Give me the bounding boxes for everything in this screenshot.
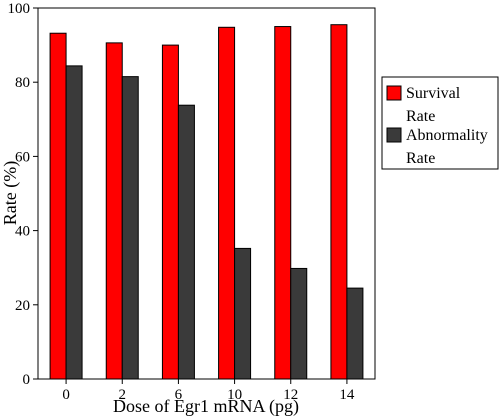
plot-area	[37, 7, 376, 380]
legend-label-survival-line2: Rate	[406, 108, 435, 125]
legend-label-survival-line1: Survival	[406, 85, 461, 102]
x-axis-title: Dose of Egr1 mRNA (pg)	[113, 396, 299, 417]
legend-label-abnormality-line2: Rate	[406, 150, 435, 167]
legend: Survival Rate Abnormality Rate	[381, 76, 499, 170]
bar-survival-0	[49, 32, 67, 380]
y-tick-label: 20	[15, 298, 30, 314]
legend-swatch-abnormality	[386, 127, 402, 143]
y-axis-title: Rate (%)	[0, 161, 21, 225]
x-axis: 0 2 6 10 12 14	[62, 379, 355, 403]
bar-survival-10	[218, 26, 236, 380]
bar-survival-2	[105, 42, 123, 380]
y-tick-label: 40	[15, 224, 30, 240]
y-tick-label: 60	[15, 149, 30, 165]
bar-abnormality-6	[177, 104, 195, 380]
bar-abnormality-2	[121, 76, 139, 380]
legend-swatch-survival	[386, 85, 402, 101]
y-tick-label: 0	[23, 372, 31, 388]
bar-survival-6	[161, 44, 179, 380]
y-tick-label: 80	[15, 75, 30, 91]
bar-abnormality-12	[290, 267, 308, 380]
bar-survival-14	[330, 24, 348, 380]
bars-group	[49, 24, 364, 380]
x-tick-label: 0	[62, 387, 70, 403]
y-axis: 0 20 40 60 80 100	[8, 1, 38, 388]
x-tick-label: 12	[283, 387, 298, 403]
x-tick-label: 10	[227, 387, 242, 403]
legend-label-abnormality-line1: Abnormality	[406, 127, 488, 144]
bar-survival-12	[274, 26, 292, 380]
y-tick-label: 100	[8, 1, 31, 17]
x-tick-label: 14	[339, 387, 355, 403]
x-tick-label: 2	[119, 387, 127, 403]
bar-abnormality-0	[65, 65, 83, 380]
x-tick-label: 6	[175, 387, 183, 403]
bar-abnormality-10	[234, 247, 252, 380]
bar-abnormality-14	[346, 287, 364, 380]
